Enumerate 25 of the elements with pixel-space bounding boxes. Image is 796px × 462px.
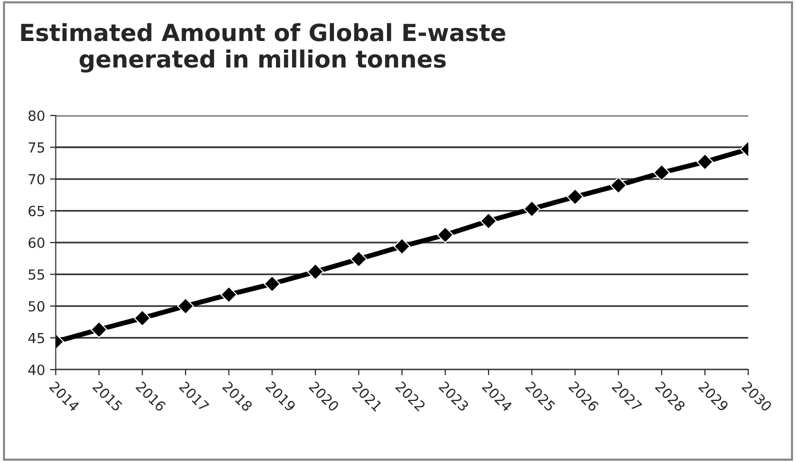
y-tick-label: 50 <box>28 301 44 312</box>
point <box>220 286 238 304</box>
chart-title: Estimated Amount of Global E-waste generated in million tonnes <box>21 23 506 73</box>
point <box>307 263 324 280</box>
y-tick-label: 55 <box>28 269 44 280</box>
y-tick-label: 80 <box>28 110 44 121</box>
point <box>566 188 584 206</box>
point <box>90 321 108 338</box>
point <box>134 310 151 327</box>
point <box>696 153 714 170</box>
point <box>610 177 627 194</box>
point <box>436 226 454 244</box>
point <box>264 275 281 292</box>
point <box>480 212 497 230</box>
point <box>177 298 194 314</box>
point <box>350 250 368 268</box>
y-tick-label: 70 <box>28 174 44 184</box>
point <box>653 164 670 182</box>
y-tick-label: 40 <box>28 364 44 376</box>
point <box>394 238 410 255</box>
point <box>523 200 540 218</box>
y-tick-label: 45 <box>28 332 44 344</box>
y-tick-label: 75 <box>28 142 44 153</box>
y-tick-label: 65 <box>28 206 44 216</box>
y-tick-label: 60 <box>28 238 44 248</box>
